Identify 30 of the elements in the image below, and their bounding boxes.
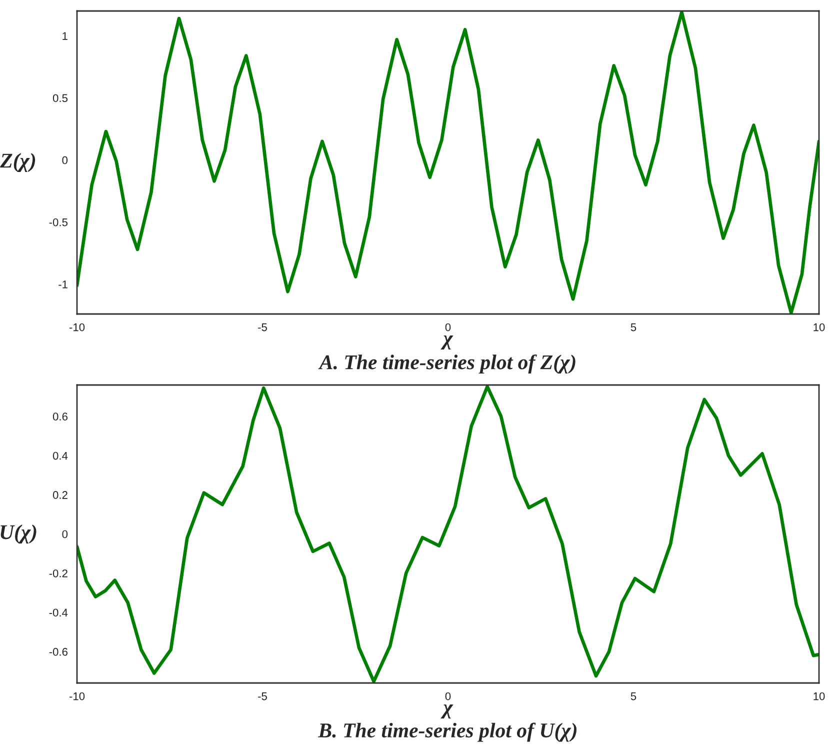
y-tick-label: 0 <box>62 530 68 538</box>
x-tick-label: 5 <box>630 323 636 332</box>
x-tick-label: -10 <box>69 692 85 700</box>
y-tick-label: 0.6 <box>52 412 68 421</box>
y-tick-label: 0 <box>62 156 68 164</box>
y-tick-label: 0.5 <box>52 94 68 102</box>
x-tick-label: 0 <box>445 323 451 332</box>
x-tick-label: 0 <box>445 692 451 700</box>
y-tick-label: 0.4 <box>52 452 68 460</box>
x-tick-label: 10 <box>814 692 825 700</box>
x-tick-label: -10 <box>69 323 85 332</box>
line-series <box>77 11 819 314</box>
y-tick-label: -0.4 <box>49 608 68 617</box>
y-tick-label: -1 <box>58 280 68 288</box>
text: A. The time-series plot of Z(χ) <box>318 354 576 374</box>
x-axis-title: χ <box>440 704 454 718</box>
y-tick-label: 0.2 <box>52 491 68 499</box>
x-tick-label: 10 <box>814 323 825 332</box>
y-axis-title: Z(χ) <box>0 153 36 172</box>
y-axis-title: U(χ) <box>0 524 36 544</box>
text: B. The time-series plot of U(χ) <box>318 722 576 742</box>
x-tick-label: -5 <box>258 323 267 332</box>
y-tick-label: 1 <box>62 32 68 40</box>
x-axis-title: χ <box>440 336 454 350</box>
y-tick-label: -0.2 <box>49 569 68 578</box>
y-tick-label: -0.6 <box>49 648 68 656</box>
line-series <box>77 385 819 683</box>
y-tick-label: -0.5 <box>49 218 68 226</box>
x-tick-label: 5 <box>630 692 636 700</box>
x-tick-label: -5 <box>258 692 267 700</box>
